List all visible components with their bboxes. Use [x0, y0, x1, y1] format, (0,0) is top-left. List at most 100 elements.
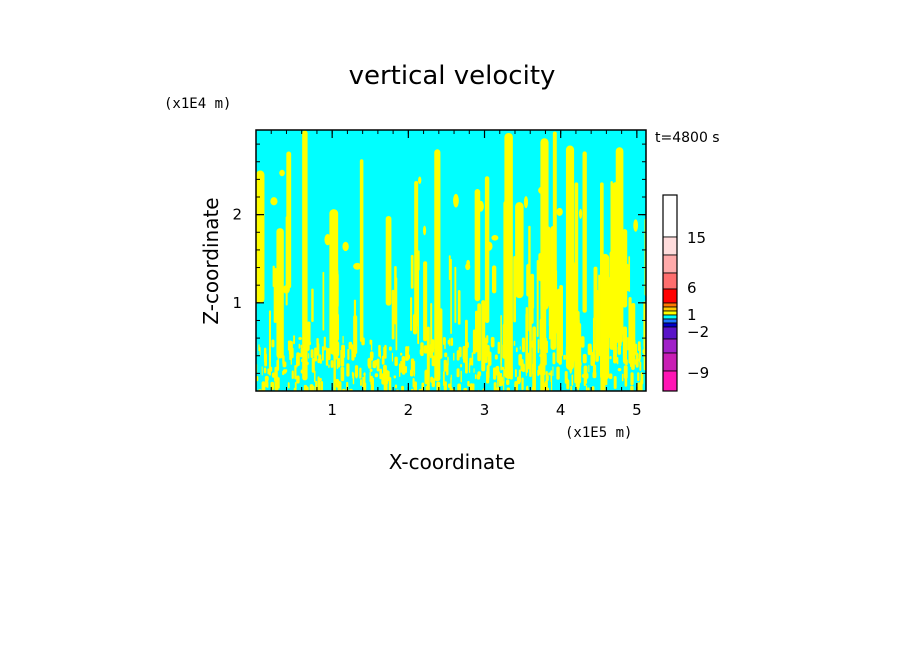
- boundary-layer-cell: [400, 352, 403, 356]
- boundary-layer-cell: [545, 337, 547, 346]
- boundary-layer-cell: [317, 377, 321, 391]
- boundary-layer-cell: [383, 364, 387, 379]
- updraft-plume: [552, 131, 557, 308]
- updraft-blob: [486, 241, 493, 251]
- boundary-layer-cell: [642, 349, 646, 354]
- boundary-layer-cell: [579, 370, 581, 376]
- boundary-layer-cell: [471, 352, 474, 366]
- boundary-layer-cell: [367, 358, 372, 368]
- boundary-layer-cell: [287, 382, 290, 389]
- boundary-layer-cell: [509, 367, 513, 380]
- boundary-layer-cell: [617, 336, 622, 343]
- updraft-blob: [491, 235, 499, 241]
- boundary-layer-cell: [309, 384, 314, 391]
- boundary-layer-cell: [598, 342, 602, 357]
- colorbar-segment: [662, 306, 678, 312]
- boundary-layer-cell: [340, 366, 345, 382]
- boundary-layer-cell: [625, 380, 627, 386]
- boundary-layer-cell: [541, 342, 545, 357]
- boundary-layer-cell: [594, 364, 597, 375]
- boundary-layer-cell: [370, 377, 374, 391]
- boundary-layer-cell: [571, 390, 574, 391]
- boundary-layer-cell: [413, 381, 417, 391]
- updraft-streak: [353, 315, 358, 355]
- boundary-layer-cell: [369, 368, 373, 372]
- updraft-blob: [423, 225, 427, 236]
- boundary-layer-cell: [330, 360, 334, 368]
- boundary-layer-cell: [328, 364, 330, 368]
- boundary-layer-cell: [264, 375, 269, 382]
- boundary-layer-cell: [447, 339, 451, 345]
- boundary-layer-cell: [264, 353, 267, 367]
- updraft-streak: [394, 266, 397, 325]
- colorbar-segment: [662, 302, 678, 308]
- updraft-streak: [625, 264, 630, 292]
- boundary-layer-cell: [308, 353, 310, 359]
- boundary-layer-cell: [463, 387, 468, 391]
- boundary-layer-cell: [494, 354, 498, 360]
- boundary-layer-cell: [302, 347, 305, 359]
- boundary-layer-cell: [540, 364, 543, 374]
- boundary-layer-cell: [443, 359, 447, 372]
- boundary-layer-cell: [544, 340, 548, 354]
- boundary-layer-cell: [446, 363, 449, 376]
- boundary-layer-cell: [333, 348, 336, 357]
- updraft-plume: [484, 176, 490, 324]
- boundary-layer-cell: [630, 385, 634, 391]
- boundary-layer-cell: [414, 360, 416, 375]
- updraft-streak: [491, 265, 497, 294]
- updraft-streak: [526, 263, 531, 297]
- boundary-layer-cell: [401, 385, 404, 391]
- y-tick-label: 2: [232, 206, 242, 224]
- boundary-layer-cell: [624, 359, 628, 366]
- y-unit-label: (x1E4 m): [164, 96, 231, 112]
- updraft-streak: [457, 289, 461, 325]
- heatmap-plot-area: [256, 130, 646, 391]
- boundary-layer-cell: [531, 340, 535, 348]
- x-tick-label: 2: [404, 401, 414, 419]
- updraft-blob: [578, 208, 583, 219]
- updraft-blob: [465, 263, 471, 271]
- boundary-layer-cell: [321, 346, 324, 361]
- boundary-layer-cell: [306, 361, 309, 365]
- updraft-blob: [279, 169, 285, 177]
- boundary-layer-cell: [444, 337, 446, 350]
- updraft-streak: [477, 303, 481, 362]
- boundary-layer-cell: [450, 374, 452, 380]
- updraft-streak: [417, 268, 420, 345]
- colorbar-label: 6: [687, 279, 697, 297]
- boundary-layer-cell: [298, 337, 302, 341]
- boundary-layer-cell: [444, 352, 448, 358]
- updraft-blob: [324, 234, 331, 246]
- colorbar-segment: [662, 322, 678, 328]
- updraft-streak: [554, 269, 558, 334]
- boundary-layer-cell: [314, 347, 318, 362]
- updraft-streak: [306, 321, 311, 344]
- boundary-layer-cell: [502, 380, 505, 391]
- boundary-layer-cell: [453, 352, 455, 361]
- boundary-layer-cell: [351, 348, 355, 361]
- boundary-layer-cell: [303, 384, 308, 391]
- boundary-layer-cell: [467, 380, 470, 387]
- colorbar-segment: [662, 288, 678, 304]
- colorbar-segment: [662, 352, 678, 372]
- updraft-streak: [538, 252, 543, 282]
- updraft-streak: [448, 255, 451, 281]
- boundary-layer-cell: [483, 349, 488, 364]
- boundary-layer-cell: [335, 345, 337, 352]
- boundary-layer-cell: [352, 372, 355, 385]
- updraft-streak: [606, 277, 611, 339]
- boundary-layer-cell: [570, 385, 573, 391]
- boundary-layer-cell: [565, 350, 568, 359]
- boundary-layer-cell: [296, 375, 300, 384]
- boundary-layer-cell: [298, 343, 301, 349]
- x-tick-label: 1: [327, 401, 337, 419]
- boundary-layer-cell: [531, 386, 534, 391]
- boundary-layer-cell: [580, 336, 585, 348]
- boundary-layer-cell: [566, 378, 568, 383]
- boundary-layer-cell: [578, 361, 582, 367]
- boundary-layer-cell: [570, 339, 573, 346]
- boundary-layer-cell: [291, 370, 294, 380]
- colorbar-segment: [662, 272, 678, 290]
- updraft-streak: [256, 281, 259, 304]
